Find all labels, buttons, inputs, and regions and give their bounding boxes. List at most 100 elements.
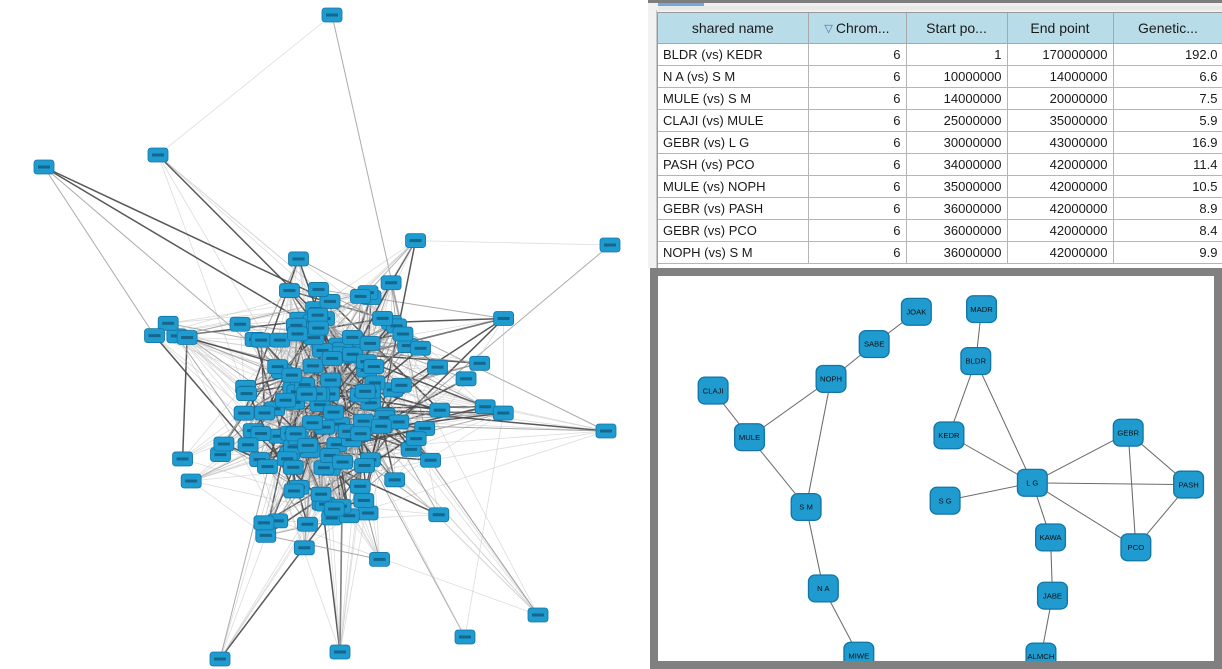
cell-shared_name[interactable]: PASH (vs) PCO (658, 153, 809, 176)
column-header-shared-name[interactable]: shared name (658, 13, 809, 44)
network-edge[interactable] (43, 166, 331, 303)
cell-chromosome[interactable]: 6 (808, 43, 907, 66)
network-node[interactable]: KEDR (933, 421, 965, 450)
network-node-shape[interactable] (1025, 642, 1057, 661)
network-edge[interactable] (339, 462, 343, 653)
network-node-shape[interactable] (858, 329, 890, 359)
network-node[interactable]: S M (790, 492, 822, 522)
cell-end_point[interactable]: 42000000 (1007, 153, 1114, 176)
network-edge[interactable] (415, 240, 611, 246)
cell-start_point[interactable]: 36000000 (906, 241, 1008, 264)
network-edge[interactable] (43, 166, 301, 320)
network-edge[interactable] (805, 378, 832, 508)
network-node-shape[interactable] (1035, 523, 1067, 552)
network-node[interactable]: L G (1016, 468, 1048, 497)
table-row[interactable]: N A (vs) S M 6 10000000 14000000 6.6 (658, 65, 1222, 88)
cell-end_point[interactable]: 42000000 (1007, 175, 1114, 198)
network-node-shape[interactable] (1016, 468, 1048, 497)
cell-shared_name[interactable]: CLAJI (vs) MULE (658, 109, 809, 132)
network-edge[interactable] (349, 355, 440, 515)
network-edge[interactable] (364, 412, 504, 466)
cell-genetic[interactable]: 6.6 (1113, 65, 1222, 88)
network-edge[interactable] (186, 337, 275, 410)
cell-start_point[interactable]: 14000000 (906, 87, 1008, 110)
network-edge[interactable] (168, 308, 316, 324)
network-edge[interactable] (157, 14, 333, 156)
cell-start_point[interactable]: 1 (906, 43, 1008, 66)
network-node[interactable]: N A (807, 574, 839, 603)
cell-end_point[interactable]: 20000000 (1007, 87, 1114, 110)
network-edge[interactable] (1032, 482, 1189, 486)
network-edge[interactable] (349, 430, 607, 517)
cell-end_point[interactable]: 42000000 (1007, 197, 1114, 220)
cell-end_point[interactable]: 14000000 (1007, 65, 1114, 88)
cell-start_point[interactable]: 25000000 (906, 109, 1008, 132)
network-edge[interactable] (176, 335, 279, 522)
network-node[interactable]: JOAK (900, 297, 932, 326)
network-detail-panel[interactable]: CLAJI MULE NOPH SABE JOAK S M N A MIWE MADR BLDR K… (650, 268, 1222, 669)
cell-chromosome[interactable]: 6 (808, 241, 907, 264)
table-row[interactable]: NOPH (vs) S M 6 36000000 42000000 9.9 (658, 241, 1222, 264)
edge-table-panel[interactable]: shared name ▽ Chrom... Start po... End po… (648, 0, 1222, 268)
network-edge[interactable] (223, 333, 298, 445)
network-node-shape[interactable] (966, 295, 998, 324)
network-edge[interactable] (367, 348, 421, 514)
cell-shared_name[interactable]: MULE (vs) S M (658, 87, 809, 110)
network-node-shape[interactable] (900, 297, 932, 326)
cell-end_point[interactable]: 42000000 (1007, 219, 1114, 242)
network-node[interactable]: PCO (1120, 533, 1152, 562)
cell-shared_name[interactable]: GEBR (vs) PASH (658, 197, 809, 220)
table-body[interactable]: BLDR (vs) KEDR 6 1 170000000 192.0 N A (vs) S… (658, 43, 1222, 264)
network-node-shape[interactable] (1173, 470, 1205, 499)
cell-chromosome[interactable]: 6 (808, 87, 907, 110)
cell-chromosome[interactable]: 6 (808, 109, 907, 132)
cell-end_point[interactable]: 43000000 (1007, 131, 1114, 154)
cell-chromosome[interactable]: 6 (808, 175, 907, 198)
network-edge[interactable] (318, 288, 504, 319)
network-edge[interactable] (1032, 432, 1129, 484)
network-node-shape[interactable] (697, 376, 729, 405)
network-node[interactable]: MULE (734, 423, 766, 452)
network-node-shape[interactable] (790, 492, 822, 522)
network-edge[interactable] (265, 534, 380, 560)
network-node[interactable]: JABE (1036, 581, 1069, 610)
table-row[interactable]: PASH (vs) PCO 6 34000000 42000000 11.4 (658, 153, 1222, 176)
network-node-shape[interactable] (1036, 581, 1069, 610)
cell-start_point[interactable]: 35000000 (906, 175, 1008, 198)
network-node[interactable]: CLAJI (697, 376, 729, 405)
network-node-shape[interactable] (960, 347, 992, 376)
network-edge[interactable] (331, 14, 426, 429)
network-edge[interactable] (1127, 432, 1137, 548)
network-detail-canvas[interactable]: CLAJI MULE NOPH SABE JOAK S M N A MIWE MADR BLDR K… (658, 276, 1214, 661)
cell-end_point[interactable]: 42000000 (1007, 241, 1114, 264)
network-node-shape[interactable] (929, 486, 961, 515)
network-edge[interactable] (181, 337, 188, 459)
cell-chromosome[interactable]: 6 (808, 153, 907, 176)
cell-shared_name[interactable]: N A (vs) S M (658, 65, 809, 88)
edge-table-scroll-area[interactable]: shared name ▽ Chrom... Start po... End po… (657, 12, 1222, 268)
cell-chromosome[interactable]: 6 (808, 131, 907, 154)
network-edge[interactable] (153, 335, 249, 446)
cell-genetic[interactable]: 8.4 (1113, 219, 1222, 242)
network-node-shape[interactable] (1120, 533, 1152, 562)
cell-chromosome[interactable]: 6 (808, 219, 907, 242)
network-node[interactable]: MIWE (843, 641, 875, 661)
cell-genetic[interactable]: 9.9 (1113, 241, 1222, 264)
cell-genetic[interactable]: 11.4 (1113, 153, 1222, 176)
cell-genetic[interactable]: 10.5 (1113, 175, 1222, 198)
network-node-shape[interactable] (734, 423, 766, 452)
network-node-shape[interactable] (933, 421, 965, 450)
network-edge[interactable] (43, 166, 155, 336)
cell-shared_name[interactable]: GEBR (vs) L G (658, 131, 809, 154)
cell-genetic[interactable]: 192.0 (1113, 43, 1222, 66)
table-row[interactable]: CLAJI (vs) MULE 6 25000000 35000000 5.9 (658, 109, 1222, 132)
table-row[interactable]: BLDR (vs) KEDR 6 1 170000000 192.0 (658, 43, 1222, 66)
network-edge[interactable] (157, 154, 319, 290)
network-edge[interactable] (391, 317, 504, 324)
network-node[interactable]: SABE (858, 329, 890, 359)
cell-genetic[interactable]: 8.9 (1113, 197, 1222, 220)
cell-start_point[interactable]: 30000000 (906, 131, 1008, 154)
cell-start_point[interactable]: 34000000 (906, 153, 1008, 176)
column-header-genetic[interactable]: Genetic... (1113, 13, 1222, 44)
edge-table[interactable]: shared name ▽ Chrom... Start po... End po… (658, 13, 1222, 264)
